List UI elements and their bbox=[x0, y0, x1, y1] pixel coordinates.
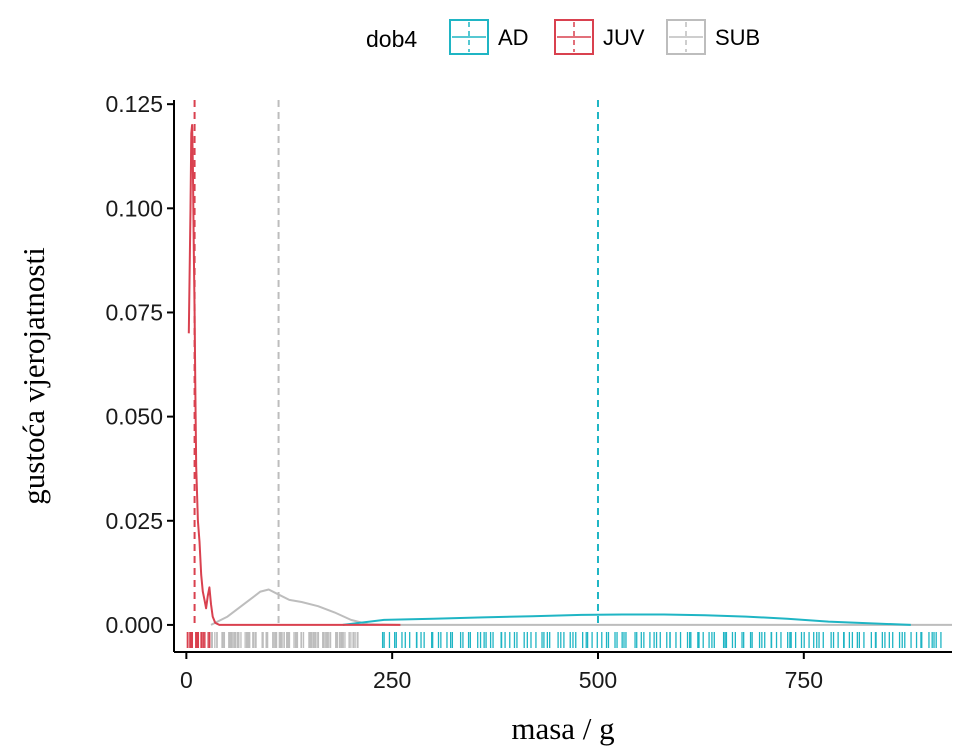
y-tick-label: 0.100 bbox=[105, 195, 163, 221]
density-curve-juv bbox=[187, 124, 401, 626]
legend-key-juv bbox=[554, 19, 594, 55]
x-axis-title: masa / g bbox=[511, 711, 614, 746]
density-curve-sub bbox=[210, 588, 952, 626]
legend: dob4 AD JUV SUB bbox=[366, 19, 760, 55]
plot-area bbox=[186, 100, 952, 648]
legend-entry-ad: AD bbox=[449, 19, 529, 55]
y-tick-label: 0.025 bbox=[105, 508, 163, 534]
y-axis-title: gustoća vjerojatnosti bbox=[16, 247, 51, 505]
legend-key-sub bbox=[666, 19, 706, 55]
mean-lines bbox=[193, 100, 599, 625]
y-tick-label: 0.050 bbox=[105, 404, 163, 430]
density-curve-ad bbox=[342, 613, 911, 626]
legend-title: dob4 bbox=[366, 26, 417, 52]
legend-entry-sub: SUB bbox=[666, 19, 760, 55]
density-curves bbox=[187, 124, 952, 626]
legend-label-sub: SUB bbox=[715, 25, 760, 50]
legend-key-ad bbox=[449, 19, 489, 55]
x-tick-label: 500 bbox=[579, 667, 617, 693]
rug-marks bbox=[186, 632, 942, 648]
legend-label-juv: JUV bbox=[603, 25, 645, 50]
legend-label-ad: AD bbox=[498, 25, 529, 50]
legend-entry-juv: JUV bbox=[554, 19, 645, 55]
axes: 0.000 0.025 0.050 0.075 0.100 0.125 0 250 500 750 bbox=[105, 91, 952, 693]
y-tick-label: 0.000 bbox=[105, 612, 163, 638]
x-tick-label: 250 bbox=[373, 667, 411, 693]
y-tick-label: 0.125 bbox=[105, 91, 163, 117]
y-tick-label: 0.075 bbox=[105, 299, 163, 325]
x-tick-label: 750 bbox=[785, 667, 823, 693]
x-tick-label: 0 bbox=[180, 667, 193, 693]
